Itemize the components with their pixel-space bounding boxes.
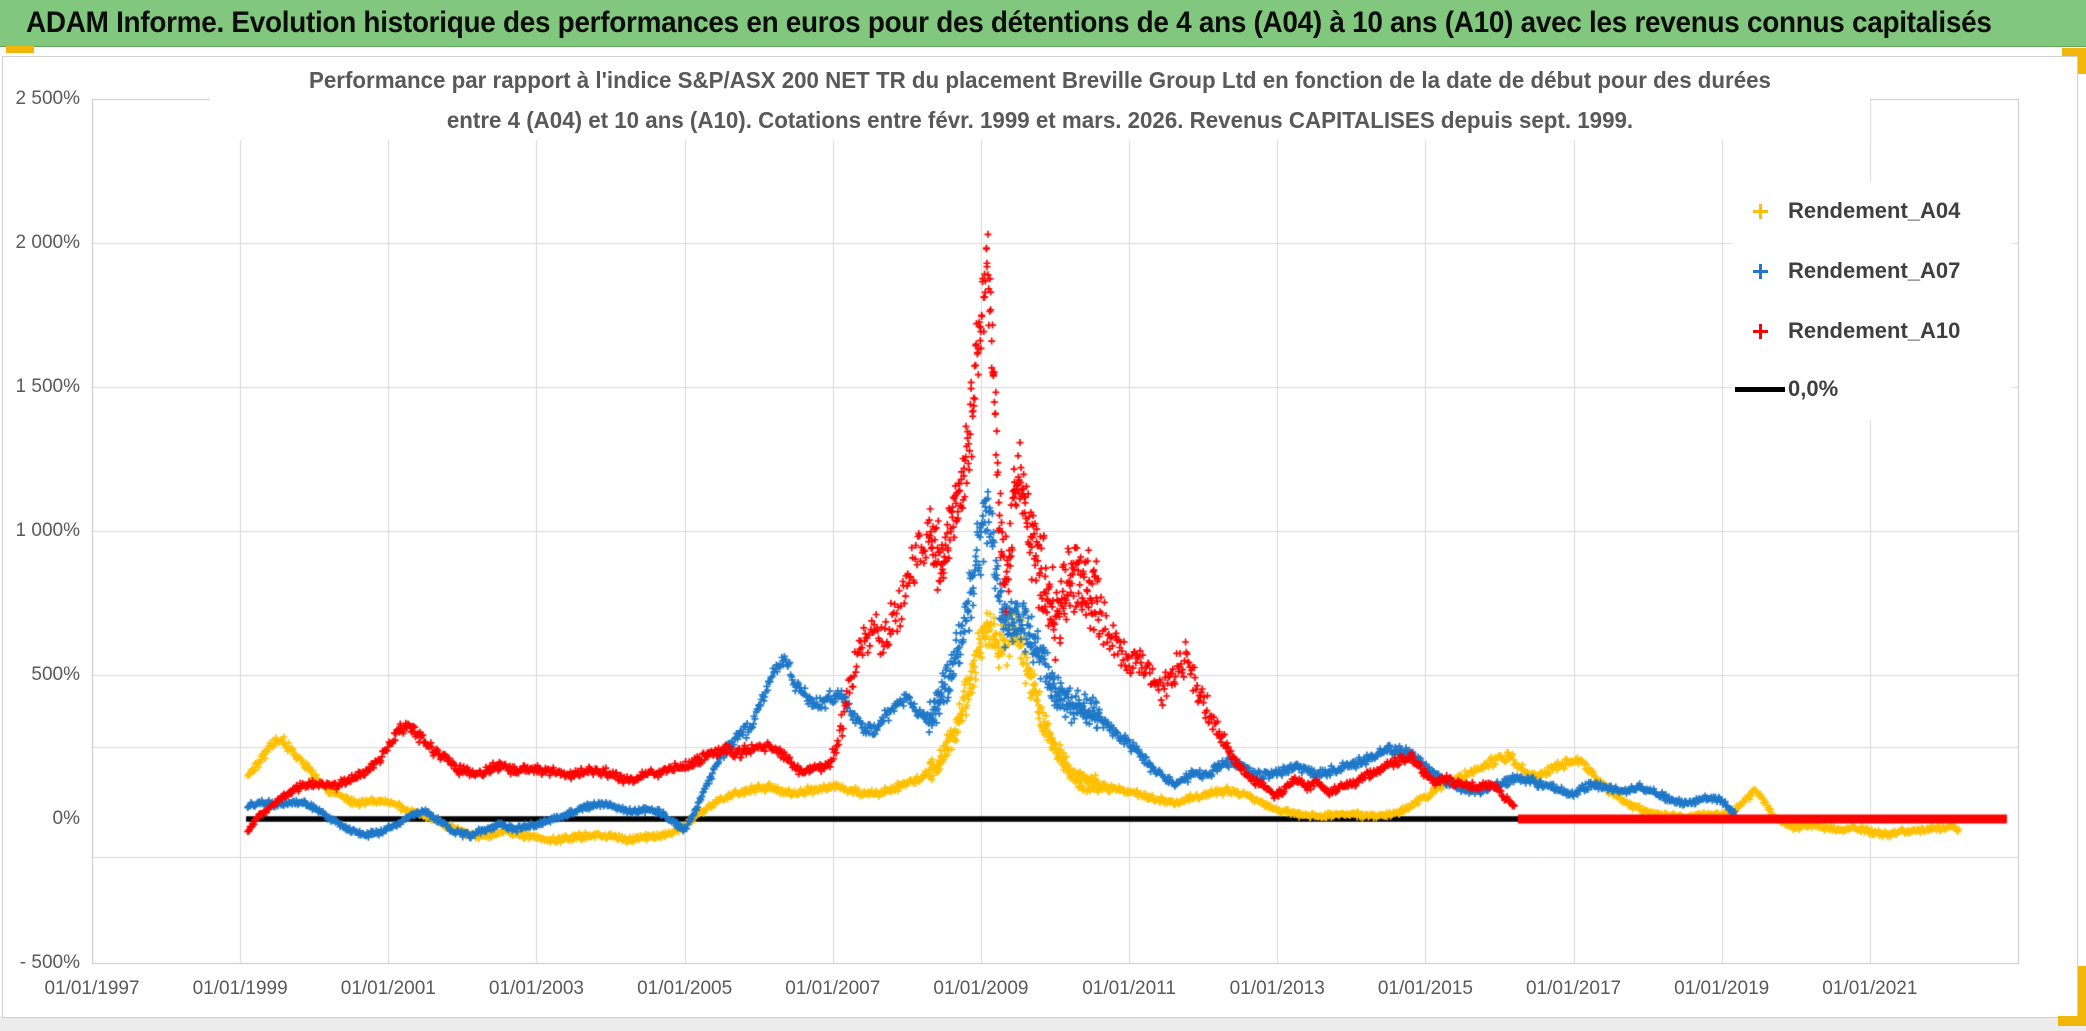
x-axis-tick-label: 01/01/2019 — [1674, 978, 1770, 999]
x-axis-tick-label: 01/01/2011 — [1082, 978, 1176, 999]
legend-item-a07: Rendement_A07 — [1732, 254, 2012, 288]
x-axis-tick-label: 01/01/1997 — [44, 978, 140, 999]
legend-item-zero: 0,0% — [1732, 372, 2012, 406]
accent-dash-top-left — [6, 46, 34, 53]
plus-marker-icon — [1752, 323, 1768, 339]
y-axis-tick-label: 500% — [31, 664, 80, 685]
accent-corner-bottom-right-v — [2078, 966, 2086, 1026]
zero-line-icon — [1735, 386, 1785, 392]
accent-corner-top-right-h — [2062, 48, 2086, 56]
chart-subtitle-line2: entre 4 (A04) et 10 ans (A10). Cotations… — [446, 107, 1634, 133]
x-axis-tick-label: 01/01/2003 — [488, 978, 584, 999]
chart-subtitle-line1: Performance par rapport à l'indice S&P/A… — [309, 67, 1771, 93]
x-axis-tick-label: 01/01/2015 — [1377, 978, 1473, 999]
accent-corner-top-right-v — [2078, 48, 2086, 74]
x-axis-tick-label: 01/01/1999 — [192, 978, 288, 999]
x-axis-tick-label: 01/01/2021 — [1822, 978, 1918, 999]
x-axis-tick-label: 01/01/2017 — [1525, 978, 1622, 999]
legend-item-a10: Rendement_A10 — [1732, 314, 2012, 348]
chart-legend: Rendement_A04 Rendement_A07 Rendement_A1… — [1732, 182, 2012, 420]
legend-label: 0,0% — [1788, 376, 1839, 401]
x-axis-tick-label: 01/01/2005 — [637, 978, 733, 999]
legend-item-a04: Rendement_A04 — [1732, 194, 2012, 228]
y-axis-tick-label: 0% — [52, 808, 80, 829]
legend-label: Rendement_A10 — [1788, 318, 1961, 343]
x-axis-tick-label: 01/01/2007 — [785, 978, 881, 999]
y-axis-tick-label: 2 000% — [15, 232, 80, 253]
accent-corner-bottom-right-h — [2058, 1016, 2086, 1026]
x-axis-tick-label: 01/01/2001 — [340, 978, 436, 999]
legend-label: Rendement_A07 — [1788, 258, 1961, 283]
banner: ADAM Informe. Evolution historique des p… — [0, 0, 2086, 47]
y-axis-tick-label: 1 500% — [15, 376, 80, 397]
chart-subtitle: Performance par rapport à l'indice S&P/A… — [210, 60, 1870, 140]
plus-marker-icon — [1752, 203, 1768, 219]
legend-label: Rendement_A04 — [1788, 198, 1961, 223]
y-axis-tick-label: 2 500% — [15, 88, 80, 109]
x-axis-tick-label: 01/01/2013 — [1229, 978, 1325, 999]
x-axis-tick-label: 01/01/2009 — [933, 978, 1029, 999]
y-axis-tick-label: - 500% — [19, 952, 80, 973]
y-axis-tick-label: 1 000% — [15, 520, 80, 541]
banner-title: ADAM Informe. Evolution historique des p… — [26, 6, 1992, 39]
plus-marker-icon — [1752, 263, 1768, 279]
